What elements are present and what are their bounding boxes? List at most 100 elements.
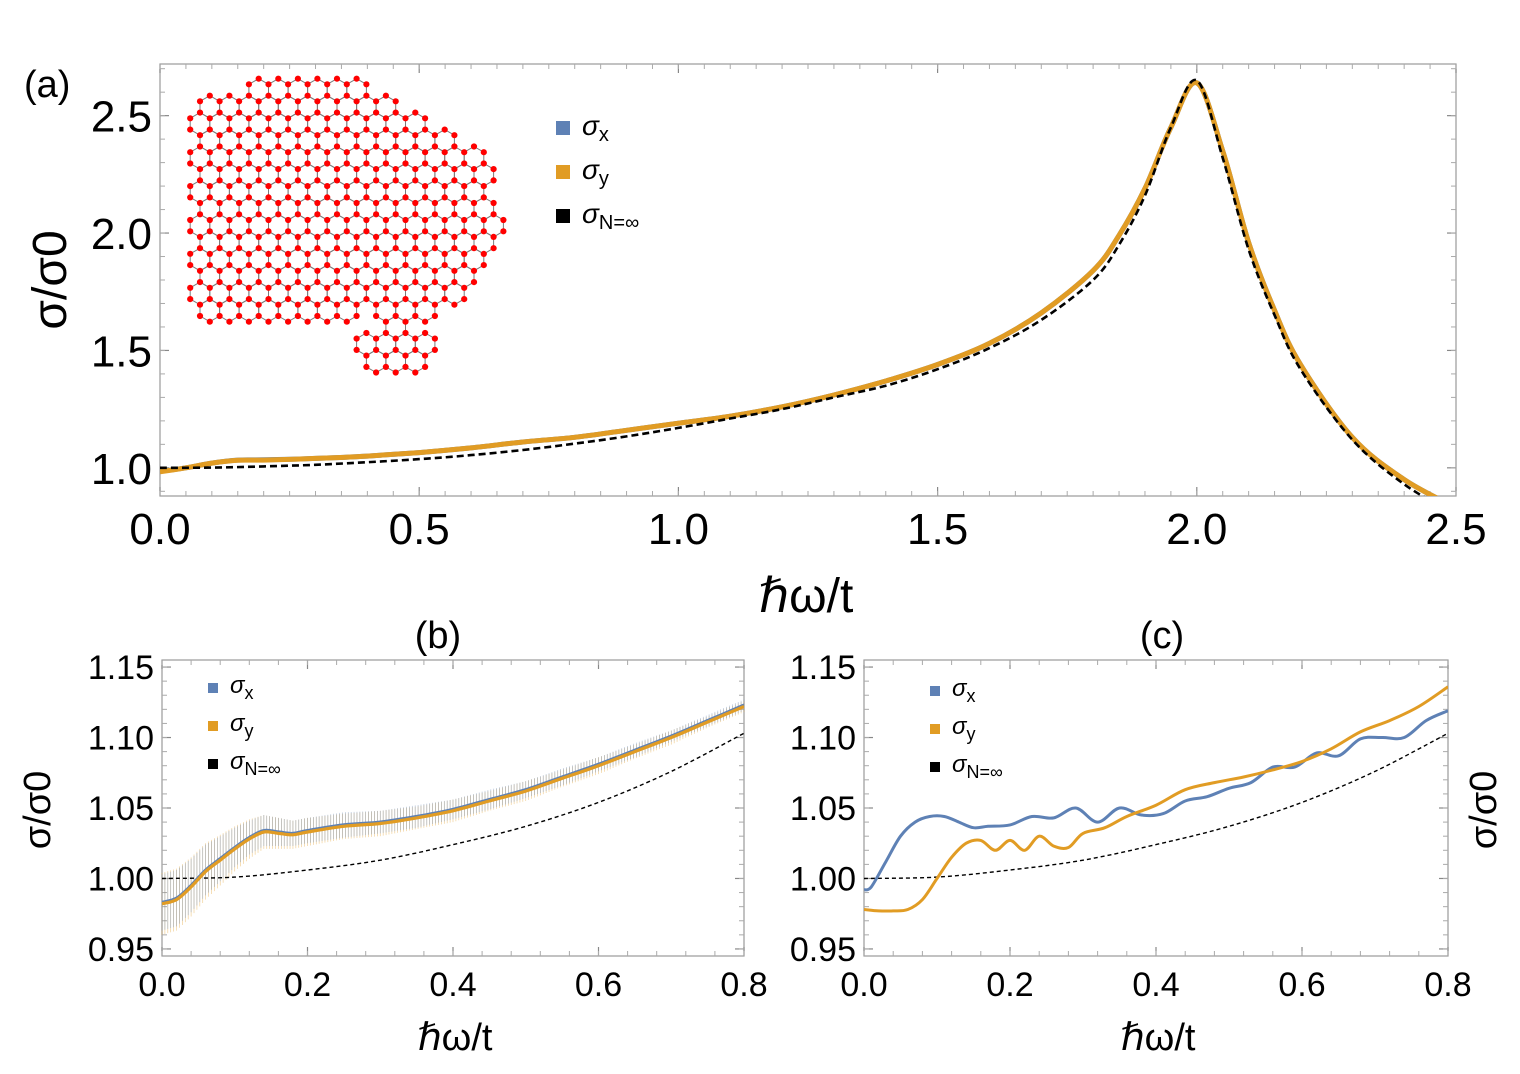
lattice-atom [275,166,282,173]
lattice-atom [451,301,458,308]
y-tick-label: 1.00 [790,860,856,898]
lattice-atom [470,267,478,274]
lattice-atom [373,143,380,150]
lattice-atom [353,177,360,184]
lattice-atom [206,92,213,99]
lattice-atom [206,160,213,167]
lattice-atom [451,132,458,139]
lattice-atom [373,233,380,240]
lattice-atom [441,183,448,190]
lattice-atom [431,346,438,353]
lattice-atom [461,183,468,190]
panel-b-series [162,703,744,906]
lattice-atom [265,126,272,133]
lattice-atom [255,177,262,184]
x-tick-label: 0.4 [1132,966,1179,1004]
lattice-atom [343,92,350,99]
y-tick-label: 1.0 [91,445,152,494]
lattice-atom [333,245,341,252]
lattice-atom [470,233,478,240]
lattice-atom [255,301,262,308]
lattice-atom [422,216,429,224]
lattice-atom [353,267,360,274]
lattice-atom [431,279,438,286]
lattice-atom [470,199,478,207]
lattice-atom [196,143,204,150]
lattice-atom [236,143,243,150]
x-tick-label: 0.0 [129,505,190,554]
lattice-atom [265,318,272,325]
lattice-atom [422,262,429,269]
lattice-atom [451,199,458,207]
panel-b: (b) 0.0 0.2 0.4 0.6 0.8 0.95 1.00 1.05 1.10 1.15… [17,615,768,1059]
lattice-atom [245,92,252,99]
lattice-atom [461,262,468,269]
lattice-atom [245,194,252,201]
lattice-atom [206,126,213,133]
lattice-atom [226,228,233,235]
series-line-2 [160,78,1425,496]
lattice-atom [333,132,341,139]
legend-label: σx [582,110,609,146]
lattice-atom [382,262,389,269]
lattice-atom [333,75,341,82]
lattice-atom [196,109,204,116]
lattice-atom [431,199,438,207]
lattice-atom [353,245,360,252]
lattice-atom [422,329,429,337]
lattice-atom [304,262,311,269]
lattice-atom [343,296,350,303]
lattice-atom [226,318,233,325]
lattice-atom [236,245,243,252]
lattice-atom [353,211,360,218]
lattice-atom [353,132,360,139]
lattice-atom [392,233,399,240]
panel-b-y-tick-labels: 0.95 1.00 1.05 1.10 1.15 [88,649,154,969]
lattice-atom [314,109,321,116]
lattice-atom [392,245,399,252]
legend-label: σy [952,713,975,744]
lattice-atom [382,352,389,359]
lattice-atom [431,132,438,139]
lattice-atom [275,233,282,240]
lattice-atom [373,166,380,173]
lattice-atom [226,115,233,122]
lattice-atom [275,267,282,274]
lattice-atom [441,262,448,269]
legend-swatch [208,683,218,693]
lattice-atom [470,211,478,218]
lattice-atom [441,160,448,167]
lattice-atom [226,160,233,167]
lattice-atom [382,296,389,303]
lattice-atom [441,284,448,291]
lattice-atom [451,267,458,274]
lattice-atom [196,245,204,252]
lattice-atom [245,216,252,224]
lattice-atom [402,228,409,235]
lattice-atom [441,228,448,235]
lattice-atom [196,279,204,286]
lattice-atom [353,312,360,320]
lattice-atom [480,250,487,257]
lattice-atom [402,363,409,370]
lattice-atom [216,98,223,105]
lattice-atom [333,143,341,150]
lattice-atom [363,228,370,235]
lattice-atom [480,228,487,235]
lattice-atom [245,284,252,291]
lattice-atom [304,126,311,133]
lattice-atom [255,233,262,240]
lattice-atom [451,166,458,173]
lattice-atom [392,143,399,150]
lattice-atom [363,183,370,190]
legend-label: σN=∞ [582,198,639,234]
lattice-atom [324,115,331,122]
y-tick-label: 0.95 [790,931,856,969]
lattice-atom [304,318,311,325]
lattice-atom [226,262,233,269]
lattice-atom [402,149,409,156]
panel-a-tag: (a) [24,64,70,106]
lattice-atom [373,335,380,342]
lattice-atom [343,183,350,190]
panel-a-ticks [159,64,1457,496]
